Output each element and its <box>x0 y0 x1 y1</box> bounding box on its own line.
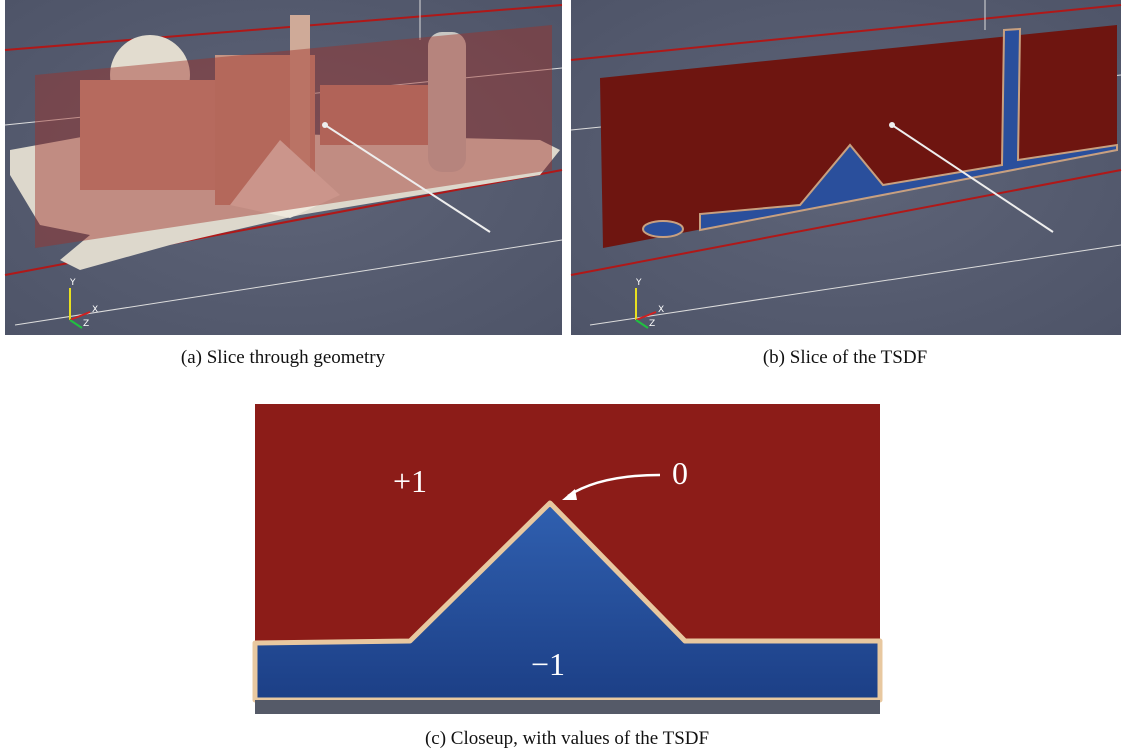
caption: (a) Slice through geometry <box>181 347 386 368</box>
panel-c: +1 0 −1 <box>255 404 880 714</box>
caption: (b) Slice of the TSDF <box>763 347 927 368</box>
figure: Y X Z (a) Slice through geometry Y X Z (… <box>0 0 1124 753</box>
value-label: +1 <box>393 463 427 499</box>
caption: (c) Closeup, with values of the TSDF <box>425 728 709 749</box>
axis-label: Y <box>69 278 76 288</box>
panel-a: Y X Z <box>5 0 562 335</box>
axis-label: X <box>658 305 664 315</box>
panel-b: Y X Z <box>571 0 1121 335</box>
page: Y X Z (a) Slice through geometry Y X Z (… <box>0 0 1124 753</box>
axis-label: X <box>92 305 98 315</box>
value-label: −1 <box>531 646 565 682</box>
tsdf-negative <box>643 221 683 237</box>
arrow-origin <box>322 122 328 128</box>
axis-label: Z <box>83 319 89 329</box>
axis-label: Y <box>635 278 642 288</box>
arrow-origin <box>889 122 895 128</box>
value-label: 0 <box>672 455 688 491</box>
background-strip <box>255 700 880 714</box>
axis-label: Z <box>649 319 655 329</box>
